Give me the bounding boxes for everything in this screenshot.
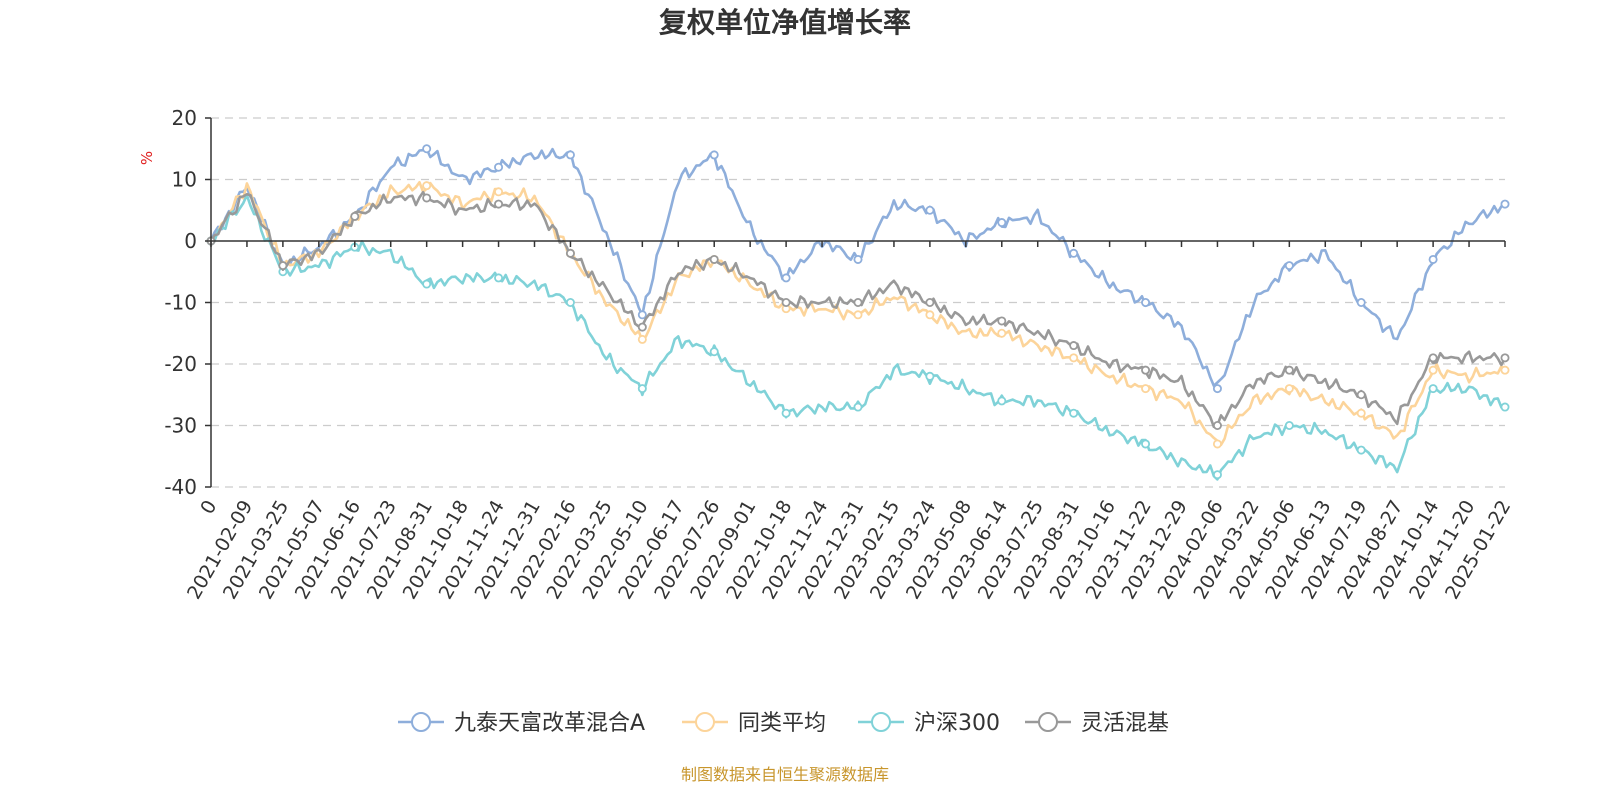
data-point [853, 297, 863, 307]
data-point [1284, 384, 1294, 394]
data-point [781, 273, 791, 283]
legend-item[interactable]: 同类平均 [682, 711, 826, 736]
source-note: 制图数据来自恒生聚源数据库 [681, 765, 889, 784]
data-point [925, 310, 935, 320]
series-line [209, 193, 1507, 481]
data-point [494, 187, 504, 197]
data-point [494, 199, 504, 209]
series-line [209, 190, 1507, 429]
data-point [565, 150, 575, 160]
y-tick-label: 0 [184, 229, 197, 253]
data-point [781, 297, 791, 307]
data-point [494, 162, 504, 172]
y-tick-label: 10 [172, 168, 197, 192]
data-point [1069, 341, 1079, 351]
data-point [1141, 384, 1151, 394]
data-point [1500, 365, 1510, 375]
data-point [1284, 365, 1294, 375]
series-group [206, 144, 1510, 394]
series-group [206, 190, 1510, 430]
data-point [781, 408, 791, 418]
x-axis-ticks: 02021-02-092021-03-252021-05-072021-06-1… [183, 241, 1515, 603]
data-point [1212, 420, 1222, 430]
data-point [1500, 353, 1510, 363]
data-point [997, 328, 1007, 338]
data-point [1069, 248, 1079, 258]
legend-item[interactable]: 九泰天富改革混合A [398, 711, 645, 736]
data-point [1428, 365, 1438, 375]
legend-item[interactable]: 沪深300 [858, 711, 1000, 736]
data-point [1500, 402, 1510, 412]
data-point [925, 297, 935, 307]
data-point [1212, 439, 1222, 449]
y-tick-label: 20 [172, 106, 197, 130]
data-point [637, 334, 647, 344]
data-point [853, 402, 863, 412]
data-point [278, 261, 288, 271]
legend-label: 沪深300 [914, 711, 1000, 736]
data-point [494, 273, 504, 283]
data-point [1356, 297, 1366, 307]
data-point [997, 316, 1007, 326]
data-point [565, 248, 575, 258]
legend-circle-icon [695, 712, 715, 732]
x-tick-label: 0 [196, 497, 221, 518]
data-point [1141, 365, 1151, 375]
y-tick-label: -10 [164, 291, 197, 315]
data-point [997, 396, 1007, 406]
data-point [422, 193, 432, 203]
data-point [1356, 445, 1366, 455]
legend-label: 灵活混基 [1081, 711, 1169, 736]
data-point [1284, 420, 1294, 430]
data-point [709, 347, 719, 357]
data-point [422, 144, 432, 154]
legend-circle-icon [871, 712, 891, 732]
data-point [997, 218, 1007, 228]
series-group [206, 193, 1510, 481]
data-point [1212, 470, 1222, 480]
y-tick-label: -40 [164, 475, 197, 499]
data-point [637, 310, 647, 320]
data-point [1428, 353, 1438, 363]
data-point [1069, 353, 1079, 363]
data-point [637, 384, 647, 394]
y-axis-ticks: 20 10 0 -10 -20 -30 -40 [164, 106, 211, 499]
legend-label: 九泰天富改革混合A [454, 711, 645, 736]
series-lines [206, 144, 1510, 481]
data-point [1141, 297, 1151, 307]
legend-item[interactable]: 灵活混基 [1025, 711, 1169, 736]
y-tick-label: -20 [164, 352, 197, 376]
data-point [853, 310, 863, 320]
data-point [1356, 390, 1366, 400]
y-axis-unit: % [138, 151, 156, 165]
data-point [422, 181, 432, 191]
data-point [1284, 261, 1294, 271]
y-tick-label: -30 [164, 414, 197, 438]
data-point [709, 150, 719, 160]
legend-circle-icon [1038, 712, 1058, 732]
legend-circle-icon [411, 712, 431, 732]
data-point [1428, 254, 1438, 264]
data-point [853, 254, 863, 264]
legend-label: 同类平均 [738, 711, 826, 736]
data-point [1141, 439, 1151, 449]
chart-title: 复权单位净值增长率 [659, 6, 911, 39]
data-point [1212, 384, 1222, 394]
data-point [709, 254, 719, 264]
data-point [1428, 384, 1438, 394]
data-point [637, 322, 647, 332]
data-point [925, 371, 935, 381]
data-point [1500, 199, 1510, 209]
data-point [350, 211, 360, 221]
legend: 九泰天富改革混合A 同类平均 沪深300 灵活混基 [398, 711, 1169, 736]
data-point [925, 205, 935, 215]
data-point [1069, 408, 1079, 418]
data-point [565, 297, 575, 307]
data-point [422, 279, 432, 289]
data-point [1356, 408, 1366, 418]
